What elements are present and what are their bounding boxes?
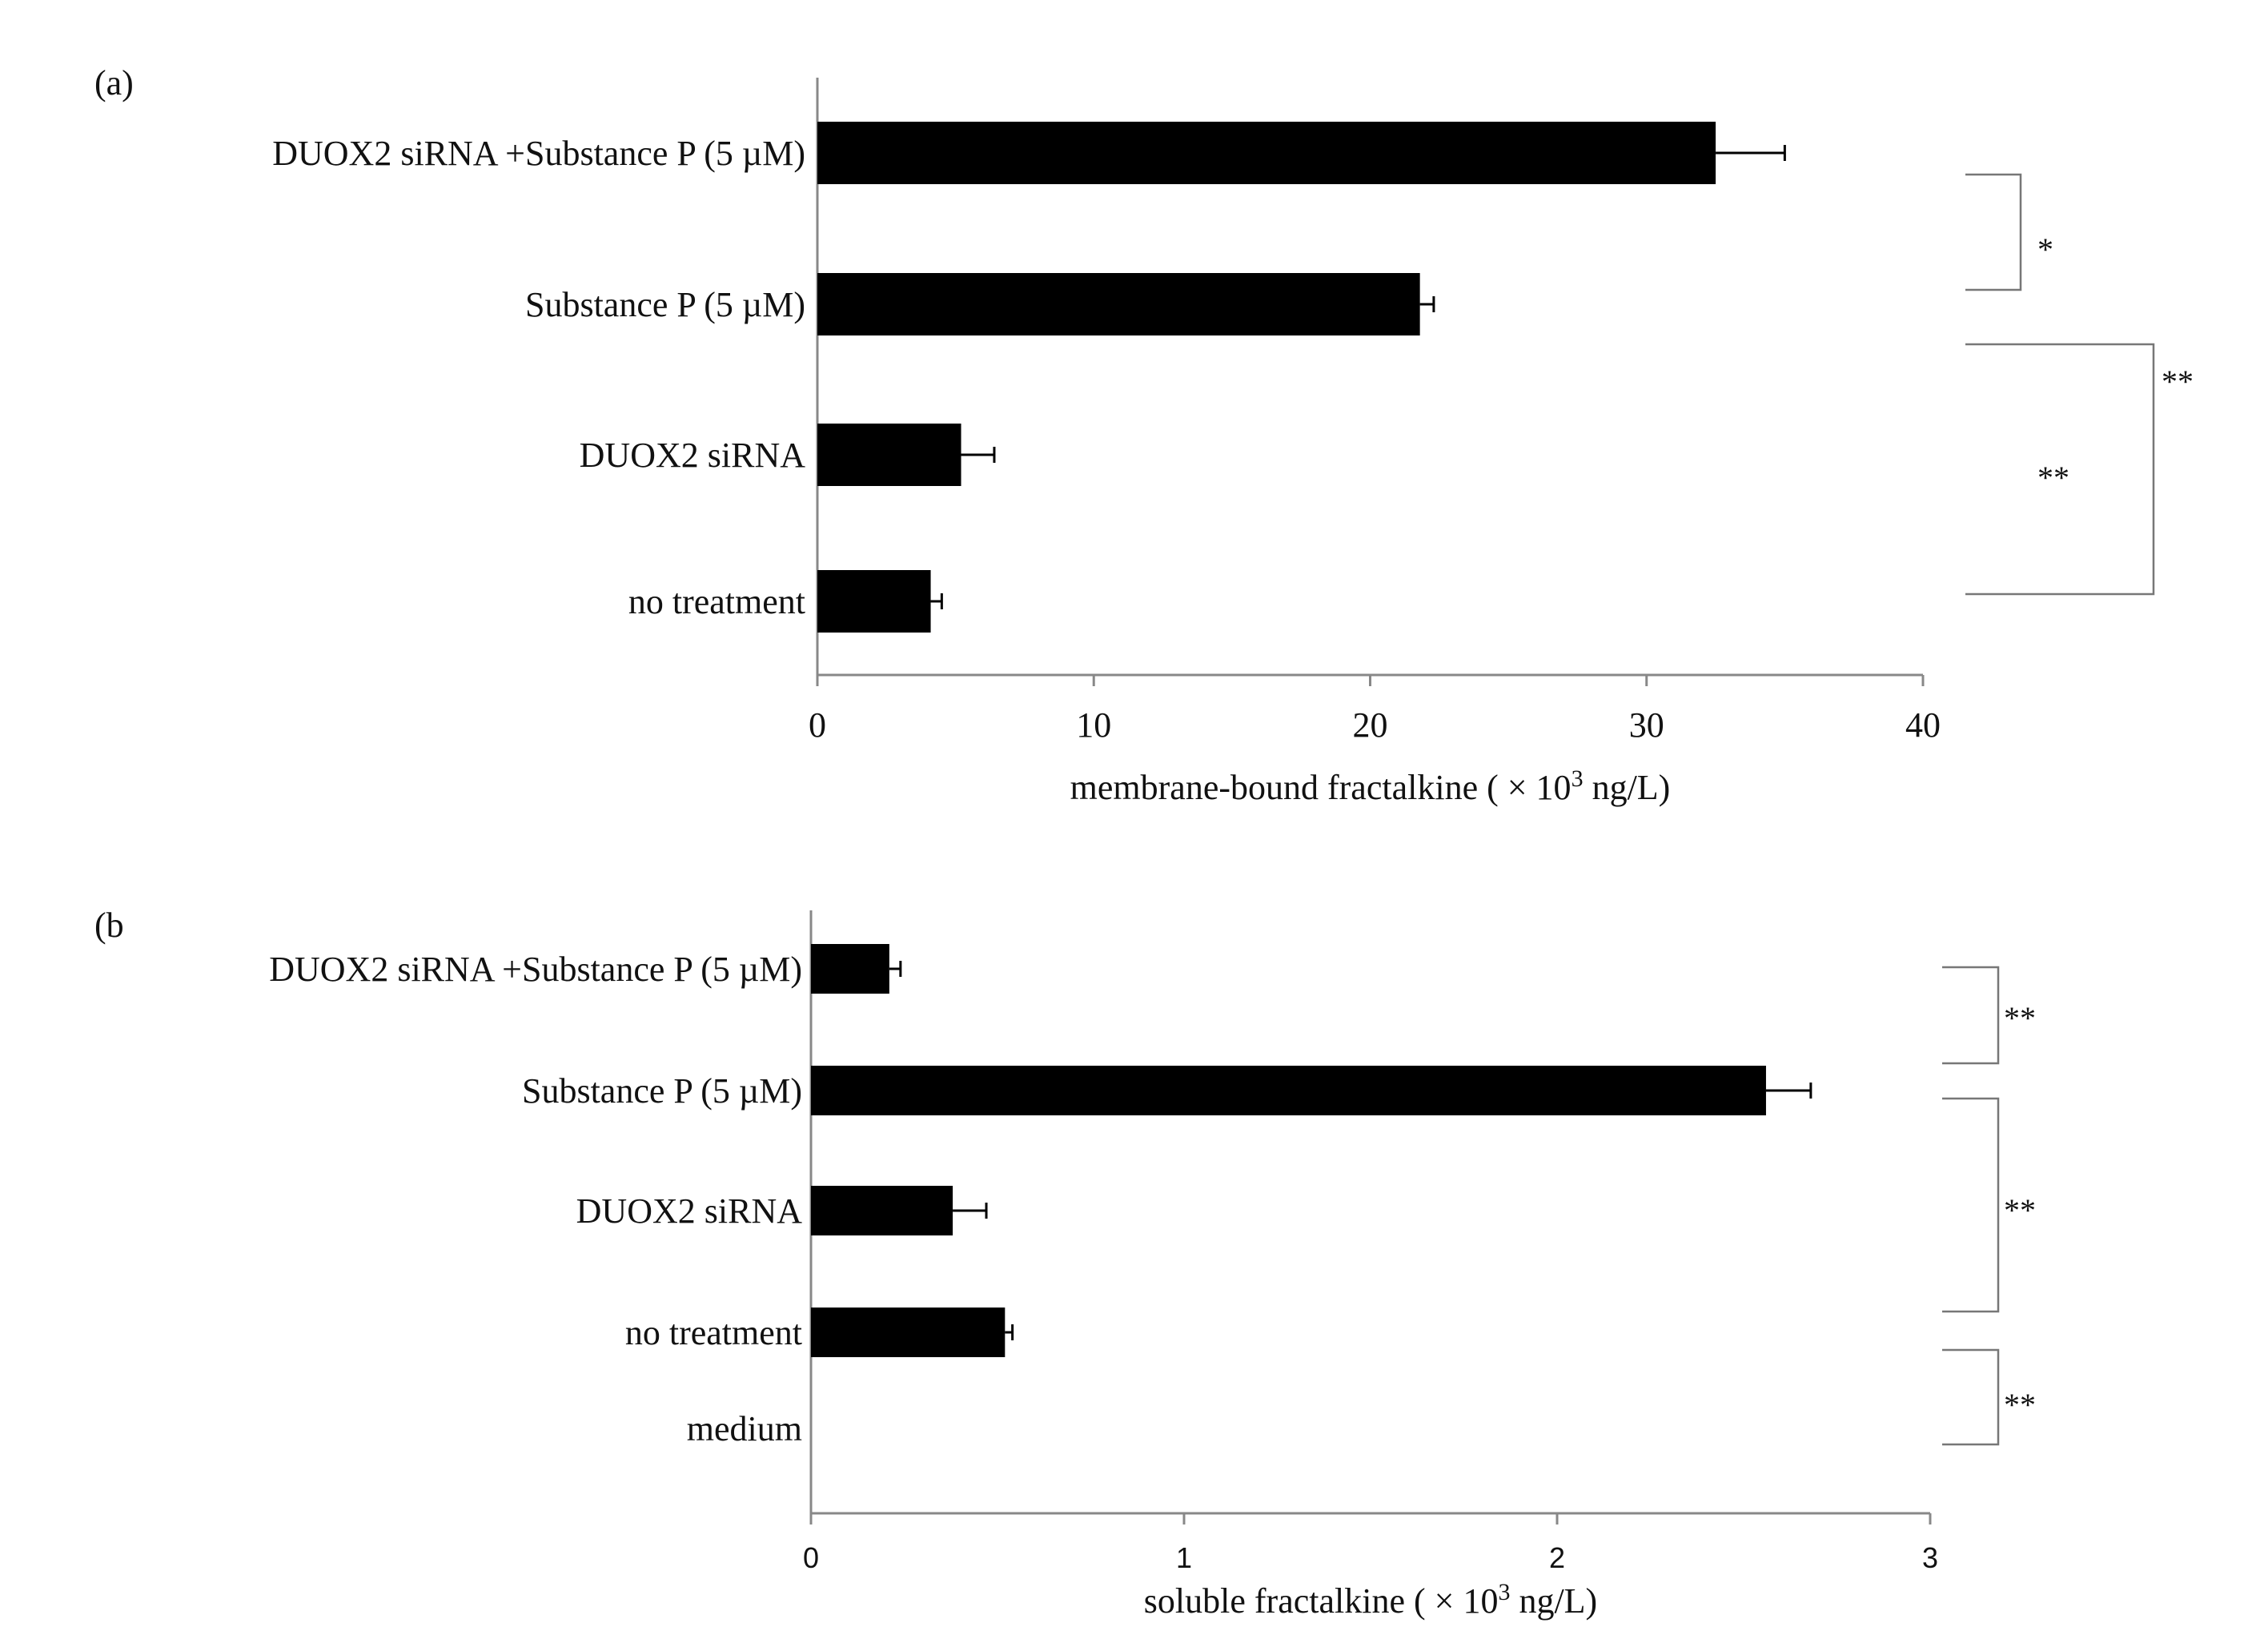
x-tick-label: 0 <box>803 1541 819 1574</box>
x-tick-label: 10 <box>1076 705 1111 745</box>
x-tick-label: 1 <box>1176 1541 1192 1574</box>
panel-b: (b 0 1 2 3 DUOX2 siRNA +Substance P (5 µM) Sub… <box>94 906 2036 1621</box>
bar <box>817 122 1716 184</box>
x-tick-label: 2 <box>1549 1541 1565 1574</box>
significance-label: ** <box>2162 364 2194 400</box>
significance-bracket <box>1942 1348 2000 1446</box>
significance-label: ** <box>2037 460 2069 496</box>
x-axis-title: soluble fractalkine ( × 103 ng/L) <box>1144 1579 1597 1621</box>
panel-a: (a) 0 10 20 30 40 DUOX2 siRNA +Substance P (5 … <box>94 63 2194 807</box>
significance-bracket <box>1942 1097 2000 1313</box>
category-label: medium <box>687 1409 802 1448</box>
category-label: DUOX2 siRNA <box>576 1191 803 1231</box>
category-label: Substance P (5 µM) <box>522 1071 802 1111</box>
category-label: no treatment <box>628 582 805 621</box>
bar <box>811 1186 953 1235</box>
category-label: DUOX2 siRNA +Substance P (5 µM) <box>269 950 802 989</box>
bar <box>817 424 961 486</box>
x-tick-label: 20 <box>1353 705 1388 745</box>
x-axis-title-main: membrane-bound fractalkine ( × 10 <box>1070 768 1572 807</box>
x-tick-label: 0 <box>809 705 826 745</box>
category-label: Substance P (5 µM) <box>525 285 805 324</box>
significance-bracket <box>1965 343 2155 596</box>
category-label: no treatment <box>625 1313 802 1352</box>
category-label: DUOX2 siRNA +Substance P (5 µM) <box>272 134 805 173</box>
significance-bracket <box>1965 173 2022 291</box>
category-label: DUOX2 siRNA <box>580 436 806 475</box>
bar <box>817 273 1420 335</box>
x-axis-title-superscript: 3 <box>1572 765 1584 792</box>
bar <box>817 570 931 633</box>
bar <box>811 1066 1766 1115</box>
panel-label: (b <box>94 906 124 945</box>
bar <box>811 944 889 994</box>
significance-label: ** <box>2004 1387 2036 1423</box>
significance-label: ** <box>2004 1000 2036 1036</box>
x-axis-title: membrane-bound fractalkine ( × 103 ng/L) <box>1070 765 1671 807</box>
x-tick-label: 3 <box>1922 1541 1938 1574</box>
x-axis-title-unit: ng/L) <box>1584 768 1671 807</box>
x-axis-title-superscript: 3 <box>1498 1579 1510 1605</box>
bar <box>811 1308 1006 1357</box>
significance-bracket <box>1942 966 2000 1065</box>
x-tick-label: 40 <box>1905 705 1941 745</box>
significance-label: ** <box>2004 1192 2036 1228</box>
x-tick-label: 30 <box>1629 705 1664 745</box>
panel-label: (a) <box>94 63 134 102</box>
x-axis-title-main: soluble fractalkine ( × 10 <box>1144 1581 1499 1621</box>
x-axis-title-unit: ng/L) <box>1510 1581 1597 1621</box>
significance-label: * <box>2037 231 2053 267</box>
